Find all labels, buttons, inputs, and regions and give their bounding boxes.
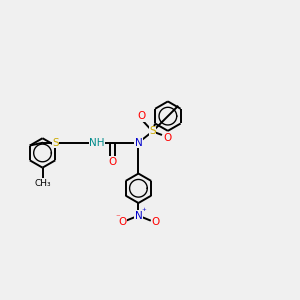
Text: S: S [52, 138, 59, 148]
Text: O: O [163, 133, 171, 143]
Text: CH₃: CH₃ [34, 179, 51, 188]
Text: O: O [137, 111, 146, 121]
Text: O: O [118, 217, 127, 226]
Text: ⁺: ⁺ [141, 207, 146, 216]
Text: N: N [135, 138, 142, 148]
Text: S: S [149, 126, 156, 136]
Text: O: O [151, 217, 159, 226]
Text: NH: NH [89, 138, 105, 148]
Text: O: O [108, 157, 117, 167]
Text: ⁻: ⁻ [116, 213, 121, 222]
Text: N: N [135, 211, 142, 221]
